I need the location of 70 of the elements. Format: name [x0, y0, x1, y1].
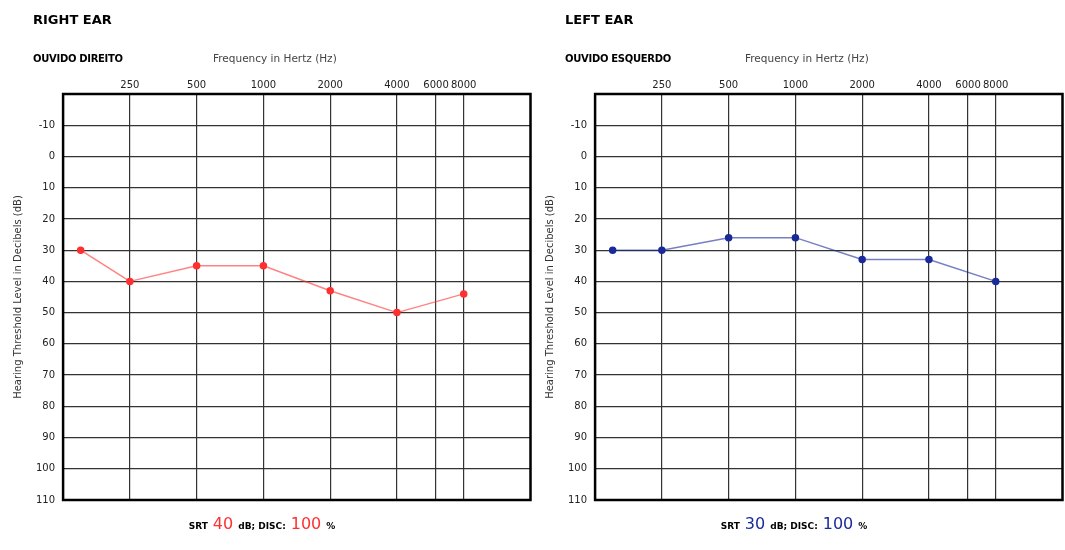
text: % [858, 521, 868, 531]
x-axis-title: Frequency in Hertz (Hz) [213, 52, 337, 64]
y-tick-label: 90 [574, 431, 588, 443]
y-tick-label: 60 [574, 337, 588, 349]
x-tick-label: 250 [120, 78, 140, 90]
text: dB; DISC: [238, 521, 286, 531]
point [858, 255, 866, 264]
y-tick-label: -10 [38, 118, 56, 130]
point [724, 233, 733, 242]
y-tick-label: 50 [574, 306, 588, 318]
text: % [326, 521, 336, 531]
text: 30 [744, 514, 766, 533]
point [192, 262, 201, 270]
x-tick-label: 250 [652, 78, 672, 90]
y-tick-label: 80 [42, 399, 56, 411]
y-tick-label: 10 [574, 181, 588, 193]
x-tick-label: 6000 [423, 78, 449, 90]
y-tick-label: 70 [574, 368, 588, 380]
point [791, 233, 800, 242]
text: 100 [290, 514, 322, 533]
y-tick-label: 10 [42, 181, 56, 193]
text: 100 [822, 514, 854, 533]
text: SRT [720, 521, 740, 531]
y-tick-label: 90 [42, 431, 56, 443]
y-tick-label: 100 [35, 462, 56, 474]
point [126, 277, 134, 286]
point [991, 277, 1000, 286]
chart-subtitle: OUVIDO ESQUERDO [565, 53, 672, 64]
point [326, 287, 334, 295]
point [459, 290, 468, 298]
text: SRT [188, 521, 208, 531]
x-tick-label: 1000 [782, 78, 809, 90]
y-tick-label: 20 [574, 212, 588, 224]
y-axis-title: Hearing Threshold Level in Decibels (dB) [11, 195, 23, 399]
text: dB; DISC: [770, 521, 818, 531]
x-tick-label: 8000 [983, 78, 1009, 90]
chart-title: RIGHT EAR [33, 11, 113, 29]
point [259, 262, 268, 270]
x-tick-label: 4000 [384, 78, 410, 90]
point [925, 255, 933, 264]
y-tick-label: 20 [42, 212, 56, 224]
x-axis-title: Frequency in Hertz (Hz) [745, 52, 869, 64]
y-tick-label: 40 [42, 274, 56, 286]
x-tick-label: 2000 [317, 78, 343, 90]
x-tick-label: 6000 [955, 78, 981, 90]
text: 40 [212, 514, 234, 533]
point [658, 246, 666, 254]
x-tick-label: 500 [187, 78, 207, 90]
y-tick-label: 100 [567, 462, 588, 474]
y-tick-label: 110 [35, 493, 56, 505]
y-tick-label: 0 [580, 150, 588, 162]
y-tick-label: 0 [48, 150, 56, 162]
x-tick-label: 1000 [250, 78, 277, 90]
y-tick-label: 70 [42, 368, 56, 380]
y-axis-title: Hearing Threshold Level in Decibels (dB) [543, 195, 555, 399]
y-tick-label: 80 [574, 399, 588, 411]
chart-subtitle: OUVIDO DIREITO [33, 53, 124, 64]
y-tick-label: 60 [42, 337, 56, 349]
point [393, 308, 401, 317]
y-tick-label: 110 [567, 493, 588, 505]
y-tick-label: -10 [570, 118, 588, 130]
y-tick-label: 30 [574, 243, 588, 255]
x-tick-label: 4000 [916, 78, 942, 90]
chart-title: LEFT EAR [565, 11, 635, 29]
y-tick-label: 30 [42, 243, 56, 255]
y-tick-label: 50 [42, 306, 56, 318]
x-tick-label: 2000 [849, 78, 875, 90]
y-tick-label: 40 [574, 274, 588, 286]
x-tick-label: 8000 [451, 78, 477, 90]
x-tick-label: 500 [719, 78, 739, 90]
